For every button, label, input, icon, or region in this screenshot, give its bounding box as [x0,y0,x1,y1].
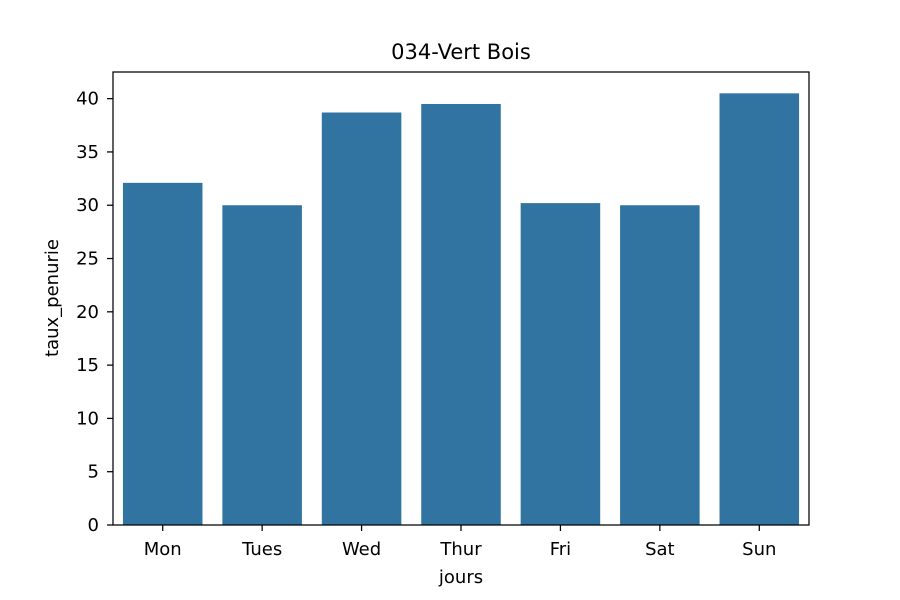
y-tick-label: 10 [76,408,99,429]
x-tick-label: Thur [439,539,482,560]
y-axis-ticks: 0 5 10 15 20 25 30 35 40 [76,89,113,536]
bar-sat [620,205,700,525]
x-tick-label: Tues [241,539,282,560]
y-tick-label: 0 [88,515,99,536]
chart-title: 034-Vert Bois [391,40,531,64]
x-tick-label: Fri [550,539,571,560]
x-tick-label: Sun [742,539,776,560]
y-tick-label: 35 [76,142,99,163]
x-axis-ticks: Mon Tues Wed Thur Fri Sat Sun [144,525,776,560]
y-tick-label: 40 [76,89,99,110]
x-tick-label: Mon [144,539,182,560]
y-tick-label: 15 [76,355,99,376]
y-tick-label: 30 [76,195,99,216]
bar-mon [122,182,203,526]
bar-tues [222,205,302,525]
bar-thur [421,103,501,525]
y-tick-label: 20 [76,302,99,323]
bar-fri [520,203,601,526]
y-tick-label: 25 [76,249,99,270]
bar-wed [321,112,402,525]
plot-frame [112,71,810,526]
x-tick-label: Wed [342,539,381,560]
bars-group [122,93,800,526]
x-axis-label: jours [438,567,483,588]
y-tick-label: 5 [88,462,99,483]
y-axis-label: taux_penurie [42,239,63,357]
bar-sun [719,93,800,525]
x-tick-label: Sat [645,539,675,560]
